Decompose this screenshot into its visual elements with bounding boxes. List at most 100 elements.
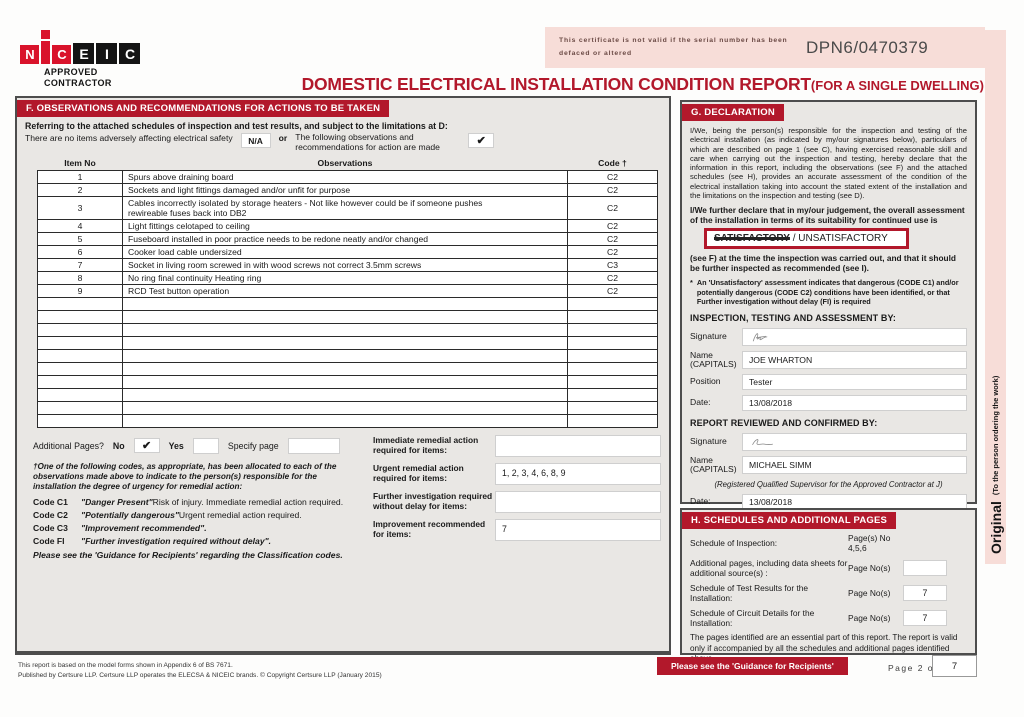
section-g-header: G. DECLARATION [682, 104, 784, 121]
code-cell[interactable] [567, 296, 658, 311]
code-cell[interactable]: C2 [567, 244, 658, 259]
table-row: 7 Socket in living room screwed in with w… [37, 257, 658, 272]
code-cell[interactable] [567, 309, 658, 324]
item-no-cell[interactable] [37, 361, 123, 376]
observation-cell[interactable]: No ring final continuity Heating ring [122, 270, 568, 285]
schedule-page-field[interactable]: 7 [903, 610, 947, 627]
serial-validity-notice: This certificate is not valid if the ser… [559, 36, 788, 57]
section-f-panel: F. OBSERVATIONS AND RECOMMENDATIONS FOR … [15, 96, 671, 655]
assessment-verdict-box[interactable]: SATISFACTORY / UNSATISFACTORY [704, 227, 909, 249]
signature-label-1: Signature [690, 331, 727, 342]
observation-cell[interactable]: Cables incorrectly isolated by storage h… [122, 195, 568, 220]
observation-cell[interactable] [122, 387, 568, 402]
item-no-cell[interactable] [37, 413, 123, 428]
observation-cell[interactable] [122, 348, 568, 363]
observations-made-checkbox[interactable]: ✔ [468, 133, 495, 148]
code-cell[interactable]: C2 [567, 231, 658, 246]
code-cell[interactable] [567, 374, 658, 389]
observation-cell[interactable]: Spurs above draining board [122, 169, 568, 184]
inspector-signature-scribble [752, 333, 768, 342]
classification-code-row: Code C3 "Improvement recommended". [33, 523, 355, 533]
remedial-items-field[interactable]: 7 [495, 518, 661, 541]
code-cell[interactable] [567, 361, 658, 376]
code-cell[interactable]: C2 [567, 283, 658, 298]
observation-cell[interactable]: Light fittings celotaped to ceiling [122, 218, 568, 233]
schedule-row: Schedule of Inspection: Page(s) No 4,5,6 [690, 533, 967, 553]
observation-cell[interactable] [122, 374, 568, 389]
code-cell[interactable] [567, 322, 658, 337]
reviewer-signature-field[interactable] [742, 432, 967, 451]
inspector-position-field[interactable]: Tester [742, 373, 967, 390]
remedial-items-field[interactable] [495, 434, 661, 457]
schedule-page-field[interactable] [903, 560, 947, 577]
footer-line-2: Published by Certsure LLP. Certsure LLP … [18, 671, 382, 679]
additional-pages-yes-checkbox[interactable] [192, 437, 219, 454]
observation-cell[interactable]: Cooker load cable undersized [122, 244, 568, 259]
page-total-field[interactable]: 7 [932, 655, 977, 677]
no-items-field[interactable]: N/A [240, 133, 271, 148]
signature-label-2: Signature [690, 436, 727, 447]
remedial-items-field[interactable]: 1, 2, 3, 4, 6, 8, 9 [495, 462, 661, 485]
code-cell[interactable] [567, 413, 658, 428]
name-label-1: Name (CAPITALS) [690, 349, 737, 369]
remedial-items-field[interactable] [495, 490, 661, 513]
code-cell[interactable]: C2 [567, 270, 658, 285]
inspection-heading: INSPECTION, TESTING AND ASSESSMENT BY: [690, 312, 896, 323]
code-cell[interactable] [567, 348, 658, 363]
copy-designation-strip: Original (To the person ordering the wor… [985, 30, 1006, 564]
observation-cell[interactable] [122, 335, 568, 350]
code-cell[interactable]: C2 [567, 195, 658, 220]
item-no-cell[interactable] [37, 374, 123, 389]
schedule-page-field[interactable]: 7 [903, 585, 947, 602]
observation-cell[interactable] [122, 322, 568, 337]
inspection-date-field[interactable]: 13/08/2018 [742, 394, 967, 411]
item-no-cell[interactable] [37, 400, 123, 415]
inspector-signature-field[interactable] [742, 327, 967, 346]
item-no-cell[interactable] [37, 335, 123, 350]
specify-page-label: Specify page [227, 440, 279, 451]
item-no-cell[interactable] [37, 348, 123, 363]
item-no-cell[interactable] [37, 296, 123, 311]
code-cell[interactable]: C2 [567, 218, 658, 233]
additional-pages-no-checkbox[interactable]: ✔ [133, 438, 160, 454]
guidance-recipients-button[interactable]: Please see the 'Guidance for Recipients' [657, 657, 848, 675]
col-header-observations: Observations [317, 157, 373, 168]
observation-cell[interactable]: RCD Test button operation [122, 283, 568, 298]
classification-codes-list: Code C1 "Danger Present" Risk of injury. … [25, 497, 355, 546]
code-cell[interactable]: C2 [567, 182, 658, 197]
item-no-cell: 4 [37, 218, 123, 233]
remedial-row: Further investigation required without d… [373, 490, 661, 513]
code-id: Code FI [33, 535, 65, 546]
code-cell[interactable] [567, 335, 658, 350]
observation-cell[interactable]: Socket in living room screwed in with wo… [122, 257, 568, 272]
additional-pages-label: Additional Pages? [33, 440, 104, 451]
observation-cell[interactable] [122, 400, 568, 415]
table-row-empty [37, 387, 658, 402]
code-cell[interactable] [567, 400, 658, 415]
item-no-cell[interactable] [37, 322, 123, 337]
code-cell[interactable]: C3 [567, 257, 658, 272]
classification-code-row: Code C1 "Danger Present" Risk of injury. … [33, 497, 355, 507]
observation-cell[interactable] [122, 413, 568, 428]
item-no-cell[interactable] [37, 309, 123, 324]
declaration-paragraph-3: (see F) at the time the inspection was c… [690, 252, 956, 274]
reviewer-name-field[interactable]: MICHAEL SIMM [742, 455, 967, 474]
declaration-paragraph-1: I/We, being the person(s) responsible fo… [690, 126, 967, 200]
note-asterisk: * [690, 278, 693, 288]
item-no-cell[interactable] [37, 387, 123, 402]
code-cell[interactable] [567, 387, 658, 402]
code-cell[interactable]: C2 [567, 169, 658, 184]
specify-page-field[interactable] [287, 437, 340, 454]
logo-letter-i2: I [96, 43, 117, 64]
observation-cell[interactable] [122, 309, 568, 324]
observation-cell[interactable]: Sockets and light fittings damaged and/o… [122, 182, 568, 197]
inspector-name-field[interactable]: JOE WHARTON [742, 350, 967, 369]
serial-number-box: This certificate is not valid if the ser… [545, 27, 985, 68]
observation-cell[interactable] [122, 296, 568, 311]
col-header-item-no: Item No [64, 157, 96, 168]
page-number-label: Page 2 of [888, 663, 938, 673]
observation-cell[interactable]: Fuseboard installed in poor practice nee… [122, 231, 568, 246]
observation-cell[interactable] [122, 361, 568, 376]
niceic-logo-icon: N C E I C [20, 30, 140, 64]
